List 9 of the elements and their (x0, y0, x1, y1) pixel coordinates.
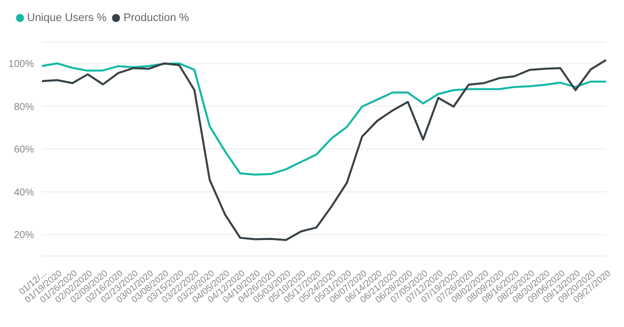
y-tick-label: 40% (14, 187, 34, 198)
y-tick-label: 80% (14, 102, 34, 113)
legend-label: Production % (122, 12, 189, 24)
y-tick-label: 60% (14, 144, 34, 156)
legend-label: Unique Users % (26, 12, 106, 24)
y-tick-label: 20% (14, 230, 34, 242)
line-series (41, 62, 607, 176)
y-tick-label: 100% (8, 58, 34, 70)
line-series (41, 58, 607, 241)
